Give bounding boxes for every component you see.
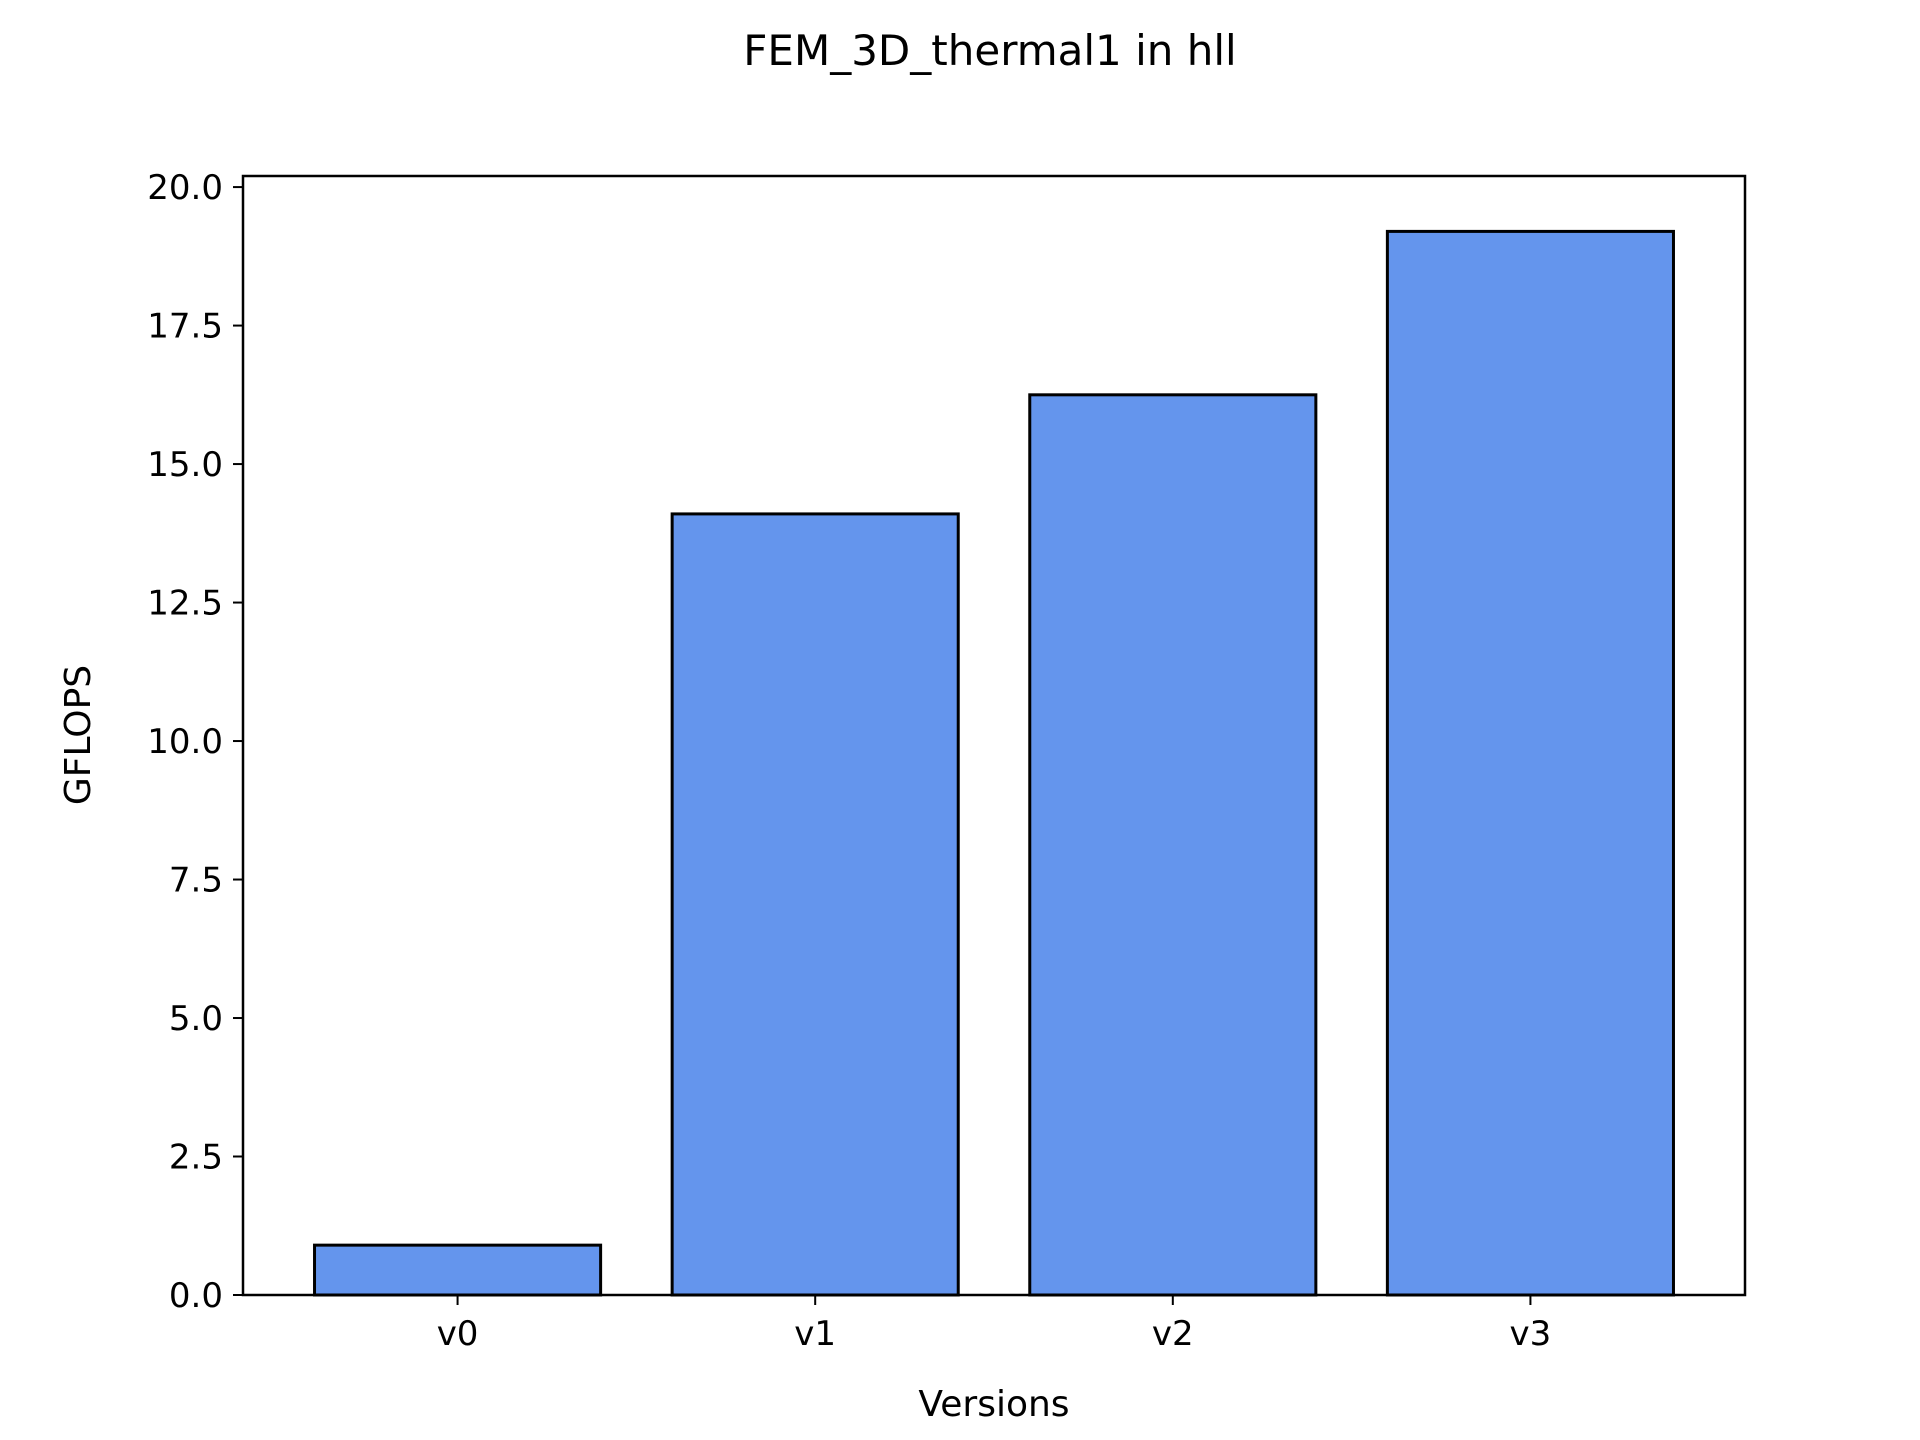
x-axis: v0 v1 v2 v3	[437, 1295, 1552, 1354]
x-axis-label: Versions	[918, 1384, 1069, 1425]
bar-v2	[1028, 393, 1318, 1297]
y-tick-label: 7.5	[169, 861, 223, 901]
chart-title: FEM_3D_thermal1 in hll	[743, 26, 1236, 75]
y-tick-label: 5.0	[169, 999, 223, 1039]
y-tick-label: 17.5	[147, 307, 223, 347]
y-tick-label: 0.0	[169, 1276, 223, 1316]
bar-v1	[670, 512, 960, 1297]
y-axis: 0.0 2.5 5.0 7.5 10.0 12.5 15.0 17.5 20.0	[147, 168, 243, 1316]
bars-layer	[313, 229, 1675, 1297]
y-tick-label: 10.0	[147, 722, 223, 762]
x-tick-label: v1	[794, 1314, 836, 1354]
y-tick-label: 2.5	[169, 1138, 223, 1178]
x-tick-label: v2	[1152, 1314, 1194, 1354]
bar-v3	[1385, 229, 1675, 1297]
plot-area-frame	[241, 174, 1747, 1297]
y-tick-label: 20.0	[147, 168, 223, 208]
y-tick-label: 12.5	[147, 584, 223, 624]
y-axis-label: GFLOPS	[58, 665, 99, 805]
x-tick-label: v0	[437, 1314, 479, 1354]
x-tick-label: v3	[1510, 1314, 1552, 1354]
bar-v0	[313, 1243, 603, 1297]
y-tick-label: 15.0	[147, 445, 223, 485]
